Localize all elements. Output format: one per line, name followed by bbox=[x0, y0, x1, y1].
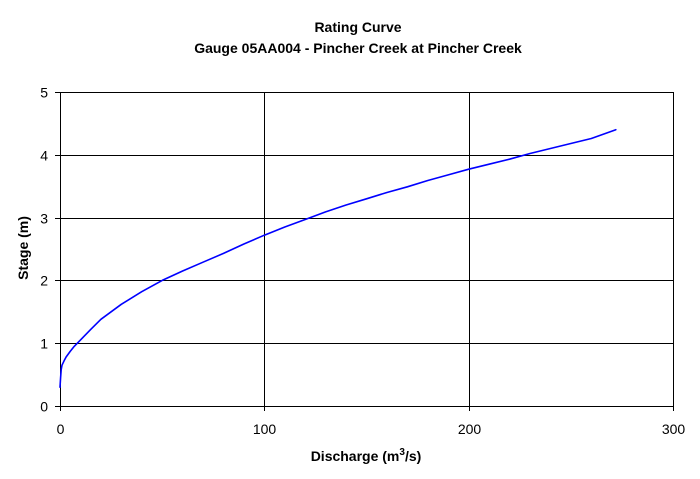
x-tick-label-100: 100 bbox=[253, 421, 277, 437]
grid-lines bbox=[60, 92, 674, 406]
y-tick-label-3: 3 bbox=[40, 211, 48, 227]
chart-title: Rating Curve bbox=[314, 19, 401, 35]
y-tick-label-0: 0 bbox=[40, 399, 48, 415]
y-tick-label-1: 1 bbox=[40, 336, 48, 352]
series-layer bbox=[59, 128, 617, 389]
y-tick-label-4: 4 bbox=[40, 148, 48, 164]
y-tick-label-5: 5 bbox=[40, 85, 48, 101]
x-axis-title: Discharge (m3/s) bbox=[311, 447, 422, 464]
x-axis-title-main: Discharge (m bbox=[311, 448, 400, 464]
rating-curve-line bbox=[59, 128, 617, 389]
y-tick-label-2: 2 bbox=[40, 273, 48, 289]
axes bbox=[55, 92, 674, 411]
x-tick-label-200: 200 bbox=[458, 421, 482, 437]
x-tick-label-0: 0 bbox=[57, 421, 65, 437]
chart-subtitle: Gauge 05AA004 - Pincher Creek at Pincher… bbox=[194, 40, 522, 56]
tick-labels: 0 1 2 3 4 5 0 100 200 300 bbox=[40, 85, 685, 438]
x-axis-title-superscript: 3 bbox=[399, 447, 405, 458]
x-tick-label-300: 300 bbox=[662, 421, 686, 437]
x-axis-title-tail: /s) bbox=[405, 448, 421, 464]
y-axis-title: Stage (m) bbox=[15, 216, 31, 280]
